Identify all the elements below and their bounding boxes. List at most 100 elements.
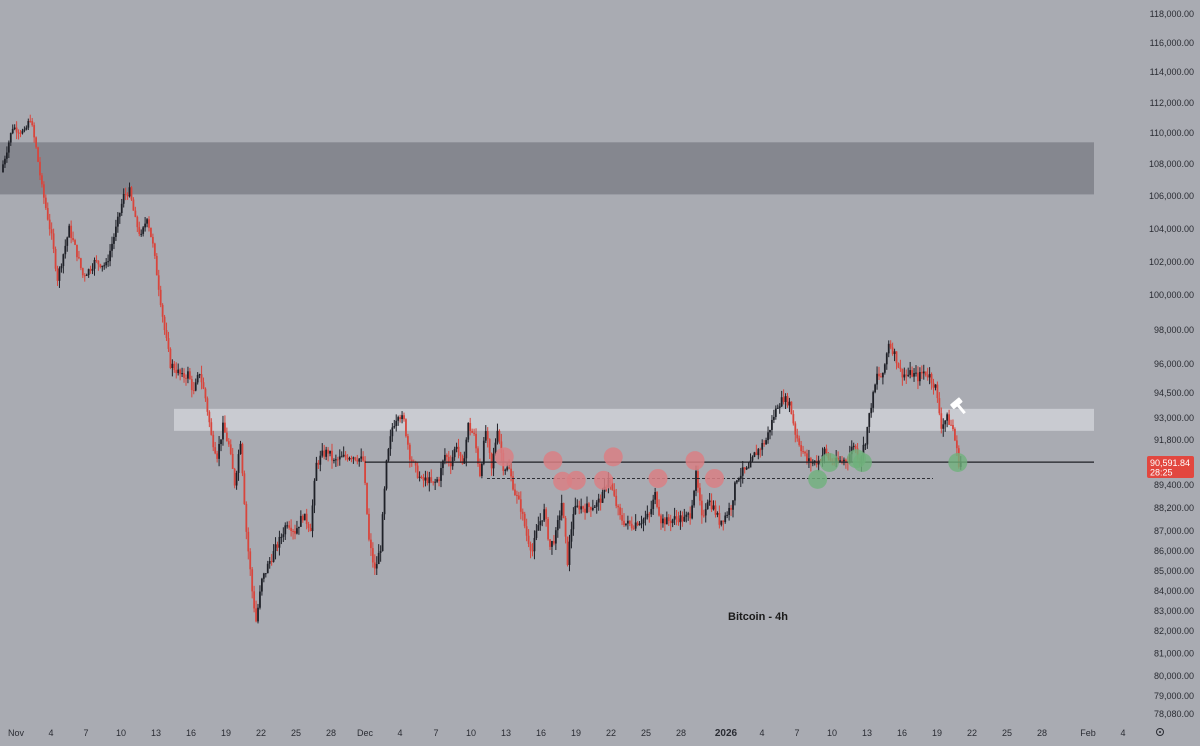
candle xyxy=(654,487,657,505)
candle xyxy=(782,389,785,405)
candle xyxy=(309,523,312,532)
candle xyxy=(290,519,293,537)
candle xyxy=(621,507,623,526)
candle xyxy=(774,405,777,420)
candle xyxy=(776,404,779,409)
candle xyxy=(346,454,349,462)
candle xyxy=(658,499,660,517)
red-touch-marker xyxy=(685,451,705,471)
candle xyxy=(942,418,945,437)
red-touch-marker xyxy=(603,447,623,467)
candle xyxy=(313,478,316,514)
candle xyxy=(79,257,82,271)
candle xyxy=(553,535,555,546)
price-tick-label: 89,400.00 xyxy=(1154,480,1194,490)
candle xyxy=(342,446,345,458)
candle xyxy=(685,511,688,523)
candle xyxy=(551,540,553,555)
time-axis[interactable]: Nov 4 7 10 13 16 19 22 25 28 Dec 4 7 10 13 16 19 22 25 28 20… xyxy=(8,728,1164,739)
candle xyxy=(249,548,252,576)
candle xyxy=(229,439,232,456)
candle xyxy=(76,244,78,262)
candle xyxy=(39,157,41,181)
candle xyxy=(704,503,707,523)
candle xyxy=(802,445,804,454)
candle xyxy=(190,375,193,398)
candle xyxy=(547,516,549,541)
candle xyxy=(525,518,528,542)
time-tick-label: 4 xyxy=(48,728,53,738)
candle xyxy=(564,515,567,544)
candle xyxy=(479,458,481,478)
time-tick-label: 10 xyxy=(827,728,837,738)
candle xyxy=(625,523,627,527)
last-price-countdown: 28:25 xyxy=(1150,468,1173,478)
candle xyxy=(543,503,546,523)
candle xyxy=(334,454,337,467)
candle xyxy=(794,421,797,443)
candle xyxy=(148,216,150,232)
candle xyxy=(292,528,294,540)
candle xyxy=(224,415,226,433)
candle xyxy=(798,435,801,447)
candle xyxy=(484,425,487,443)
candle xyxy=(940,407,943,434)
candle xyxy=(477,446,479,467)
candle xyxy=(885,352,888,370)
price-tick-label: 88,200.00 xyxy=(1154,503,1194,513)
candle xyxy=(253,585,256,613)
candle xyxy=(64,239,67,259)
candle xyxy=(778,403,781,414)
candle xyxy=(294,524,296,540)
candle xyxy=(420,475,423,479)
candle xyxy=(747,461,750,469)
candle xyxy=(296,520,298,535)
price-axis[interactable]: 118,000.00 116,000.00 114,000.00 112,000.00… xyxy=(1149,9,1194,719)
green-touch-marker xyxy=(948,453,968,472)
candle xyxy=(305,508,308,530)
time-tick-label: 22 xyxy=(256,728,266,738)
candle xyxy=(570,521,573,549)
candle xyxy=(864,443,867,451)
candle xyxy=(453,446,456,461)
last-price-box: 90,591.84 28:25 xyxy=(1147,456,1194,478)
candle xyxy=(161,303,164,323)
red-touch-marker xyxy=(494,447,514,467)
candle xyxy=(494,438,497,456)
candle xyxy=(212,430,215,452)
time-tick-label: 13 xyxy=(151,728,161,738)
candle xyxy=(159,285,162,308)
axis-settings-icon[interactable] xyxy=(1156,728,1164,736)
candle xyxy=(735,479,738,485)
candle xyxy=(866,426,869,449)
candle xyxy=(124,187,127,201)
candle xyxy=(623,513,625,527)
candle xyxy=(52,228,55,254)
time-tick-label: 25 xyxy=(641,728,651,738)
candle xyxy=(44,194,47,210)
candle xyxy=(878,366,880,381)
price-tick-label: 94,500.00 xyxy=(1154,388,1194,398)
candle xyxy=(920,365,923,380)
time-tick-label: 7 xyxy=(433,728,438,738)
candle xyxy=(169,347,172,370)
time-tick-label: 4 xyxy=(759,728,764,738)
time-tick-label: 19 xyxy=(932,728,942,738)
time-tick-label: 2026 xyxy=(715,728,738,739)
candle xyxy=(558,510,561,529)
candle xyxy=(381,511,384,552)
candle xyxy=(700,494,703,524)
time-tick-label: Feb xyxy=(1080,728,1096,738)
candle xyxy=(591,499,594,512)
candle xyxy=(144,216,147,232)
candle xyxy=(97,260,100,271)
candle xyxy=(771,415,773,436)
candle xyxy=(697,465,699,493)
candle xyxy=(183,368,185,383)
candle xyxy=(488,438,491,459)
candle xyxy=(617,504,620,516)
candle xyxy=(62,253,65,274)
candle xyxy=(113,233,115,250)
candle xyxy=(426,471,429,486)
